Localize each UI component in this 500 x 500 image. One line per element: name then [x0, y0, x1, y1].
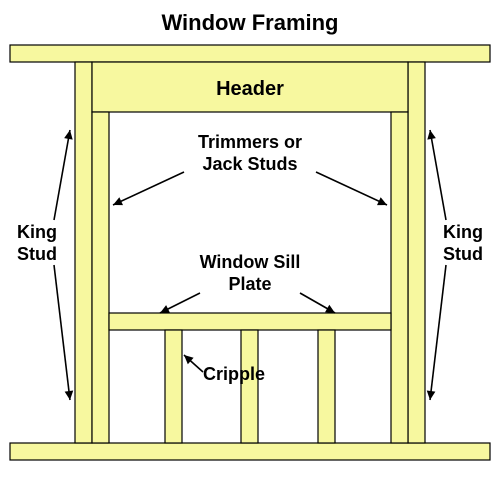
king-right-label-2: Stud [443, 244, 483, 264]
sill-plate [109, 313, 391, 330]
cripple-label: Cripple [203, 364, 265, 384]
trimmers-label-1: Trimmers or [198, 132, 302, 152]
trimmers-label-2: Jack Studs [202, 154, 297, 174]
top-plate [10, 45, 490, 62]
arrow-1 [316, 172, 387, 205]
king-stud-left [75, 62, 92, 443]
arrow-2 [54, 130, 70, 220]
sill-label-2: Plate [228, 274, 271, 294]
king-left-label-2: Stud [17, 244, 57, 264]
king-right-label-1: King [443, 222, 483, 242]
trimmer-right [391, 112, 408, 443]
arrow-5-head [427, 391, 436, 400]
cripple-1 [165, 330, 182, 443]
king-left-label-1: King [17, 222, 57, 242]
bottom-plate [10, 443, 490, 460]
title-label: Window Framing [161, 10, 338, 35]
arrow-2-head [64, 130, 73, 140]
trimmer-left [92, 112, 109, 443]
arrow-0 [113, 172, 184, 205]
arrow-5 [430, 265, 446, 400]
cripple-2 [241, 330, 258, 443]
arrow-3-head [65, 391, 74, 400]
arrow-4 [430, 130, 446, 220]
arrow-4-head [427, 130, 436, 140]
cripple-3 [318, 330, 335, 443]
sill-label-1: Window Sill [200, 252, 301, 272]
king-stud-right [408, 62, 425, 443]
header-label: Header [216, 78, 284, 100]
arrow-3 [54, 265, 70, 400]
